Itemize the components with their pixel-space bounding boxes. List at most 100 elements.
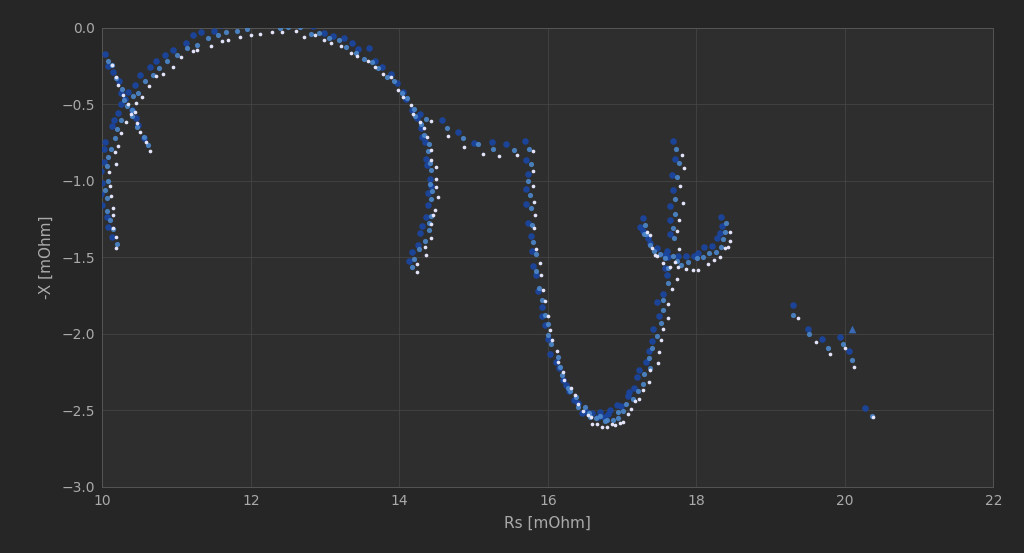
Point bbox=[644, 243, 660, 252]
Point bbox=[638, 358, 654, 367]
Point bbox=[678, 252, 694, 260]
Point bbox=[651, 250, 668, 259]
Point bbox=[203, 41, 219, 50]
Point bbox=[540, 331, 556, 340]
Point bbox=[193, 28, 209, 36]
Point bbox=[418, 212, 434, 221]
Point bbox=[93, 200, 110, 209]
Point bbox=[713, 212, 729, 221]
Point bbox=[355, 54, 372, 63]
Point bbox=[333, 41, 349, 50]
Point bbox=[717, 227, 733, 236]
Point bbox=[101, 215, 118, 224]
Point bbox=[713, 243, 729, 252]
Point bbox=[709, 233, 725, 242]
Point bbox=[653, 336, 670, 345]
Point bbox=[209, 30, 225, 39]
Point bbox=[608, 400, 625, 409]
Point bbox=[177, 38, 194, 47]
Point bbox=[644, 337, 660, 346]
Point bbox=[831, 332, 848, 341]
Point bbox=[626, 383, 642, 392]
Point bbox=[225, 18, 242, 27]
Point bbox=[344, 39, 360, 48]
Point bbox=[636, 370, 652, 379]
Point bbox=[678, 264, 694, 273]
Point bbox=[127, 107, 143, 116]
Point bbox=[625, 395, 641, 404]
Point bbox=[412, 118, 428, 127]
Point bbox=[417, 236, 433, 245]
Point bbox=[525, 238, 542, 247]
Point bbox=[136, 133, 153, 142]
Point bbox=[537, 296, 553, 305]
Point bbox=[841, 346, 857, 355]
Point bbox=[635, 379, 651, 388]
Point bbox=[427, 206, 443, 215]
Point bbox=[699, 259, 716, 268]
Point bbox=[588, 414, 604, 422]
Point bbox=[323, 39, 339, 48]
Point bbox=[548, 357, 564, 366]
Point bbox=[273, 28, 290, 36]
Point bbox=[708, 247, 724, 256]
Point bbox=[531, 259, 548, 268]
Point bbox=[288, 17, 304, 26]
Point bbox=[650, 348, 667, 357]
Point bbox=[233, 19, 250, 28]
Point bbox=[419, 133, 435, 142]
Point bbox=[712, 253, 728, 262]
Point bbox=[292, 23, 308, 32]
Point bbox=[632, 223, 648, 232]
Point bbox=[374, 62, 390, 71]
Point bbox=[688, 254, 705, 263]
Point bbox=[695, 252, 712, 261]
Point bbox=[420, 189, 436, 198]
Point bbox=[635, 385, 651, 394]
Point bbox=[641, 239, 657, 248]
Point bbox=[535, 285, 551, 294]
Point bbox=[151, 64, 167, 72]
Point bbox=[367, 62, 383, 71]
Point bbox=[662, 202, 678, 211]
Point bbox=[800, 325, 816, 333]
Point bbox=[343, 49, 359, 58]
Point bbox=[419, 160, 435, 169]
Point bbox=[570, 399, 587, 408]
Point bbox=[409, 259, 425, 268]
Point bbox=[670, 251, 686, 260]
Point bbox=[690, 248, 707, 257]
Point bbox=[654, 290, 671, 299]
Point bbox=[714, 222, 730, 231]
Point bbox=[420, 201, 436, 210]
Point bbox=[631, 394, 647, 403]
Point bbox=[532, 270, 549, 279]
Point bbox=[665, 137, 681, 145]
Point bbox=[407, 255, 423, 264]
Point bbox=[232, 33, 249, 41]
Point bbox=[111, 76, 127, 85]
Point bbox=[525, 147, 542, 156]
Point bbox=[846, 362, 862, 371]
Point bbox=[281, 23, 297, 32]
Point bbox=[93, 179, 110, 187]
Point bbox=[509, 151, 525, 160]
Point bbox=[790, 314, 806, 323]
Point bbox=[457, 142, 473, 151]
Point bbox=[423, 195, 439, 204]
Point bbox=[92, 189, 109, 198]
Point bbox=[639, 228, 655, 237]
Point bbox=[105, 224, 122, 233]
Point bbox=[523, 232, 540, 241]
Point bbox=[288, 26, 304, 35]
Point bbox=[173, 53, 189, 62]
Point bbox=[401, 257, 418, 265]
Point bbox=[119, 102, 135, 111]
Point bbox=[707, 256, 723, 265]
Point bbox=[540, 334, 556, 343]
Point bbox=[534, 296, 550, 305]
Point bbox=[484, 144, 501, 153]
Point bbox=[105, 67, 122, 76]
Point bbox=[667, 209, 683, 218]
Point bbox=[109, 73, 125, 82]
